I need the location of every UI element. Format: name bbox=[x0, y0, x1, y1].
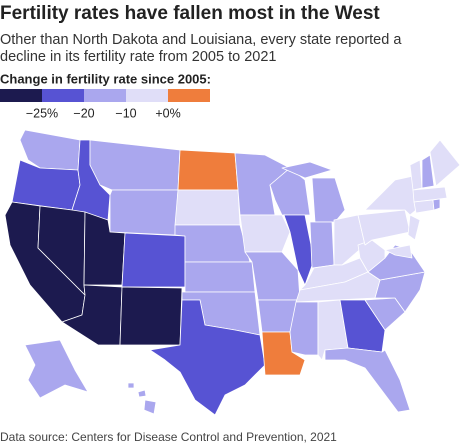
state bbox=[119, 286, 183, 346]
state bbox=[239, 214, 291, 253]
state bbox=[149, 299, 266, 416]
state bbox=[137, 389, 147, 398]
legend: −25% −20 −10 +0% bbox=[0, 89, 210, 120]
state bbox=[309, 221, 335, 269]
state bbox=[333, 214, 366, 266]
source: Data source: Centers for Disease Control… bbox=[0, 430, 337, 444]
state bbox=[384, 244, 413, 259]
state bbox=[357, 209, 411, 246]
state bbox=[421, 154, 435, 189]
state bbox=[234, 152, 291, 216]
legend-title: Change in fertility rate since 2005: bbox=[0, 71, 211, 86]
legend-label: −20 bbox=[73, 106, 94, 120]
state bbox=[127, 382, 135, 389]
state bbox=[174, 224, 251, 263]
subtitle-line: Other than North Dakota and Louisiana, e… bbox=[0, 32, 402, 48]
state bbox=[432, 198, 441, 211]
legend-swatch bbox=[42, 89, 84, 102]
legend-label: +0% bbox=[155, 106, 180, 120]
legend-swatch bbox=[0, 89, 42, 102]
legend-swatch bbox=[168, 89, 210, 102]
state bbox=[289, 301, 319, 356]
state bbox=[24, 339, 89, 399]
state bbox=[109, 189, 179, 236]
state bbox=[121, 232, 186, 288]
state bbox=[281, 161, 333, 179]
state bbox=[174, 189, 241, 226]
state bbox=[311, 177, 346, 223]
state bbox=[89, 139, 181, 191]
state bbox=[429, 139, 461, 187]
legend-label: −10 bbox=[115, 106, 136, 120]
state bbox=[412, 186, 448, 203]
state bbox=[184, 261, 256, 293]
legend-swatch bbox=[126, 89, 168, 102]
state bbox=[407, 214, 421, 241]
state bbox=[177, 149, 239, 191]
map bbox=[4, 129, 461, 416]
subtitle-line: decline in its fertility rate from 2005 … bbox=[0, 49, 276, 65]
state bbox=[143, 399, 157, 415]
title: Fertility rates have fallen most in the … bbox=[0, 3, 380, 24]
state bbox=[413, 199, 435, 214]
legend-label: −25% bbox=[26, 106, 58, 120]
state bbox=[339, 299, 386, 353]
state bbox=[324, 347, 411, 413]
legend-swatch bbox=[84, 89, 126, 102]
